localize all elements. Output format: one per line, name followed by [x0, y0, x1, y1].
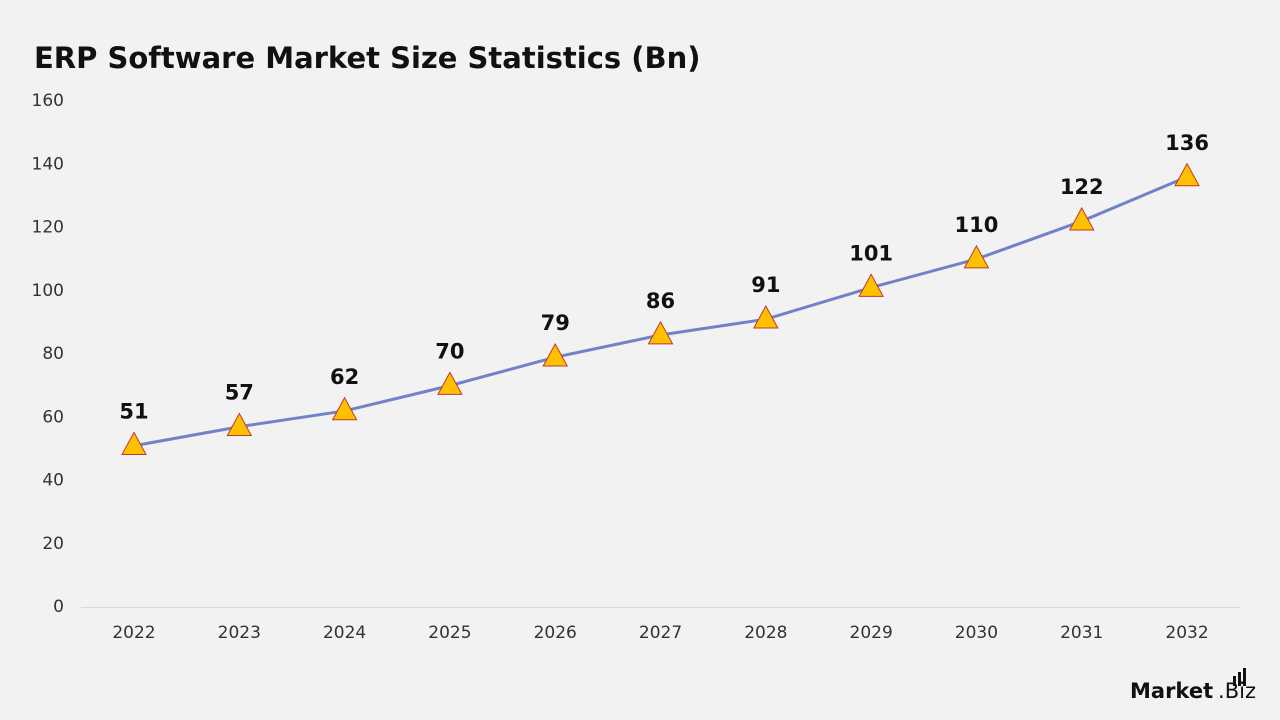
data-label: 86 — [646, 289, 675, 313]
x-tick-label: 2027 — [639, 623, 682, 643]
data-label: 101 — [849, 242, 893, 266]
data-label: 110 — [955, 213, 999, 237]
marker — [752, 304, 779, 329]
x-tick-label: 2026 — [534, 623, 577, 643]
data-label: 70 — [435, 340, 464, 364]
chart-title: ERP Software Market Size Statistics (Bn) — [34, 41, 701, 75]
data-label: 57 — [225, 381, 254, 405]
marker — [331, 396, 358, 421]
logo-bar — [1238, 672, 1241, 686]
y-tick-label: 120 — [32, 218, 64, 238]
marker — [121, 431, 147, 456]
data-label: 62 — [330, 365, 359, 389]
y-tick-label: 80 — [42, 344, 64, 364]
y-tick-label: 60 — [42, 407, 64, 427]
logo-bar — [1233, 676, 1236, 686]
marker — [437, 371, 463, 395]
marker — [226, 412, 253, 437]
marker — [542, 342, 569, 367]
y-tick-label: 20 — [42, 534, 64, 554]
data-label: 91 — [751, 273, 780, 297]
y-tick-label: 100 — [32, 281, 64, 301]
x-tick-label: 2028 — [744, 623, 787, 643]
x-tick-label: 2029 — [850, 623, 893, 643]
y-tick-label: 160 — [32, 91, 64, 111]
logo-bar — [1243, 668, 1246, 686]
x-tick-label: 2025 — [428, 623, 471, 643]
data-label: 51 — [119, 400, 148, 424]
x-tick-label: 2022 — [112, 623, 155, 643]
logo: Market .Biz — [1130, 668, 1256, 703]
x-tick-label: 2031 — [1060, 623, 1103, 643]
y-tick-label: 140 — [32, 154, 64, 174]
marker — [1068, 206, 1095, 231]
x-tick-label: 2023 — [218, 623, 261, 643]
marker — [858, 273, 884, 297]
y-tick-label: 40 — [42, 471, 64, 491]
x-tick-label: 2032 — [1165, 623, 1208, 643]
x-tick-label: 2024 — [323, 623, 366, 643]
marker — [647, 320, 674, 345]
data-label: 122 — [1060, 175, 1104, 199]
marker — [963, 244, 990, 269]
logo-suffix: .Biz — [1218, 679, 1256, 703]
data-label: 136 — [1165, 131, 1209, 155]
logo-name: Market — [1130, 679, 1213, 703]
y-tick-label: 0 — [53, 597, 64, 617]
marker — [1174, 162, 1200, 187]
x-tick-label: 2030 — [955, 623, 998, 643]
data-label: 79 — [541, 311, 570, 335]
